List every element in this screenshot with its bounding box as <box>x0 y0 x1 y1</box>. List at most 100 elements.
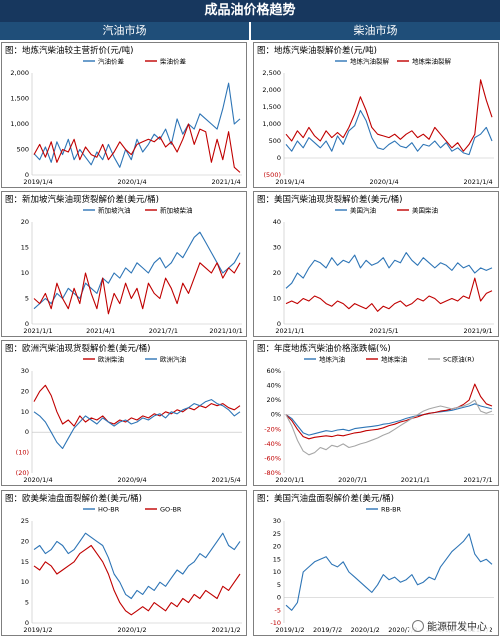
series-line-0 <box>285 533 493 611</box>
chart-panel-6: 图：欧美柴油盘面裂解价差(美元/桶) 25 20 15 10 5 0 2019/1/2 202… <box>1 490 247 636</box>
y-tick-label: 10 <box>21 269 29 277</box>
legend-label: 地炼柴油裂解 <box>412 57 452 66</box>
legend-label: 欧洲汽油 <box>160 355 186 364</box>
chart-title-3: 图：美国汽柴油现货裂解价差(美元/桶) <box>257 195 403 205</box>
y-tick-label: 1,000 <box>262 120 281 128</box>
chart-svg-1: 2,500 2,000 1,500 1,000 500 0 (500)2019/1/4 202… <box>262 57 494 186</box>
x-tick-label: 2021/7/1 <box>149 327 178 335</box>
y-tick-label: -40% <box>264 440 281 448</box>
legend-label: 柴油价差 <box>160 57 187 66</box>
x-tick-label: 2019/1/4 <box>275 178 304 186</box>
series-line-2 <box>285 399 493 456</box>
x-tick-label: 2020/1/2 <box>117 626 146 634</box>
y-tick-label: 20 <box>21 218 29 226</box>
series-line-1 <box>33 262 241 315</box>
y-tick-label: 2,000 <box>10 69 29 77</box>
y-tick-label: 60% <box>267 367 281 375</box>
y-tick-label: 0% <box>271 411 281 419</box>
series-line-1 <box>285 383 493 440</box>
y-tick-label: 500 <box>17 146 29 154</box>
y-tick-label: 30 <box>273 517 281 525</box>
x-tick-label: 2019/7/2 <box>313 626 342 634</box>
series-line-1 <box>33 544 241 616</box>
legend-label: 美国汽油 <box>350 206 376 215</box>
chart-svg-5: 60% 40% 20% 0% -20% -40% -60% -80%2020/1/1 2020/… <box>264 355 494 484</box>
y-tick-label: 30 <box>273 244 281 252</box>
chart-title-7: 图：美国汽油盘面裂解价差(美元/桶) <box>257 494 394 504</box>
legend-label: 汽油价差 <box>98 57 125 66</box>
legend-label: 地炼汽油 <box>319 355 345 364</box>
wechat-icon <box>412 620 424 632</box>
y-tick-label: 10 <box>21 408 29 416</box>
legend-label: SC原油(R) <box>443 355 474 364</box>
x-tick-label: 2021/1/1 <box>401 476 430 484</box>
y-tick-label: 10 <box>273 568 281 576</box>
y-tick-label: 1,000 <box>10 120 29 128</box>
x-tick-label: 2021/4/1 <box>86 327 115 335</box>
y-tick-label: 0 <box>25 428 29 436</box>
x-tick-label: 2021/1/4 <box>463 178 492 186</box>
x-tick-label: 2020/1/2 <box>351 626 380 634</box>
x-tick-label: 2020/7/2 <box>388 626 417 634</box>
y-tick-label: 0 <box>277 154 281 162</box>
y-tick-label: 5 <box>277 581 281 589</box>
y-tick-label: 40% <box>267 382 281 390</box>
x-tick-label: 2021/5/1 <box>369 327 398 335</box>
legend-label: 地炼柴油 <box>381 355 407 364</box>
series-line-0 <box>33 82 241 168</box>
y-tick-label: 15 <box>21 244 29 252</box>
watermark-text: 能源研发中心 <box>427 622 487 633</box>
x-tick-label: 2021/1/4 <box>211 178 240 186</box>
series-line-0 <box>285 252 493 289</box>
left-header: 汽油市场 <box>0 22 249 40</box>
y-tick-label: 40 <box>273 218 281 226</box>
y-tick-label: 20 <box>21 537 29 545</box>
y-tick-label: -5 <box>275 606 281 614</box>
legend-label: 新加坡汽油 <box>98 206 131 215</box>
right-header: 柴油市场 <box>251 22 500 40</box>
x-tick-label: 2020/1/1 <box>275 476 304 484</box>
x-tick-label: 2021/1/2 <box>211 626 240 634</box>
y-tick-label: 20 <box>21 387 29 395</box>
chart-panel-3: 图：美国汽柴油现货裂解价差(美元/桶) 40 30 20 10 0 2021/1/1 202… <box>253 191 499 337</box>
y-tick-label: 0 <box>277 320 281 328</box>
y-tick-label: 20 <box>273 543 281 551</box>
chart-title-4: 图：欧洲汽柴油现货裂解价差(美元/桶) <box>5 344 151 354</box>
legend-label: 地炼汽油裂解 <box>350 57 390 66</box>
y-tick-label: 0 <box>25 619 29 627</box>
x-tick-label: 2020/1/4 <box>117 178 146 186</box>
y-tick-label: 2,500 <box>262 69 281 77</box>
chart-title-6: 图：欧美柴油盘面裂解价差(美元/桶) <box>5 494 142 504</box>
x-tick-label: 2019/1/4 <box>23 178 52 186</box>
x-tick-label: 2020/7/1 <box>338 476 367 484</box>
series-line-1 <box>33 399 241 450</box>
y-tick-label: 25 <box>273 530 281 538</box>
y-tick-label: 1,500 <box>262 103 281 111</box>
series-line-1 <box>285 79 493 152</box>
y-tick-label: 25 <box>21 517 29 525</box>
x-tick-label: 2021/1/1 <box>23 327 52 335</box>
y-tick-label: 10 <box>273 295 281 303</box>
chart-panel-4: 图：欧洲汽柴油现货裂解价差(美元/桶) 30 20 10 0 (10) (20) 2020/… <box>1 340 247 486</box>
chart-title-0: 图：地炼汽柴油较主营折价(元/吨) <box>5 46 134 56</box>
x-tick-label: 2020/1/4 <box>369 178 398 186</box>
y-tick-label: 2,000 <box>262 86 281 94</box>
series-line-0 <box>285 403 493 436</box>
x-tick-label: 2019/1/2 <box>275 626 304 634</box>
y-tick-label: 1,500 <box>10 95 29 103</box>
y-tick-label: 30 <box>21 367 29 375</box>
y-tick-label: 15 <box>21 558 29 566</box>
y-tick-label: (500) <box>264 171 281 179</box>
y-tick-label: (10) <box>16 449 29 457</box>
y-tick-label: -80% <box>264 469 281 477</box>
chart-title-2: 图：新加坡汽柴油现货裂解价差(美元/桶) <box>5 195 159 205</box>
x-tick-label: 2021/9/1 <box>463 327 492 335</box>
y-tick-label: 0 <box>25 320 29 328</box>
series-line-1 <box>285 277 493 312</box>
